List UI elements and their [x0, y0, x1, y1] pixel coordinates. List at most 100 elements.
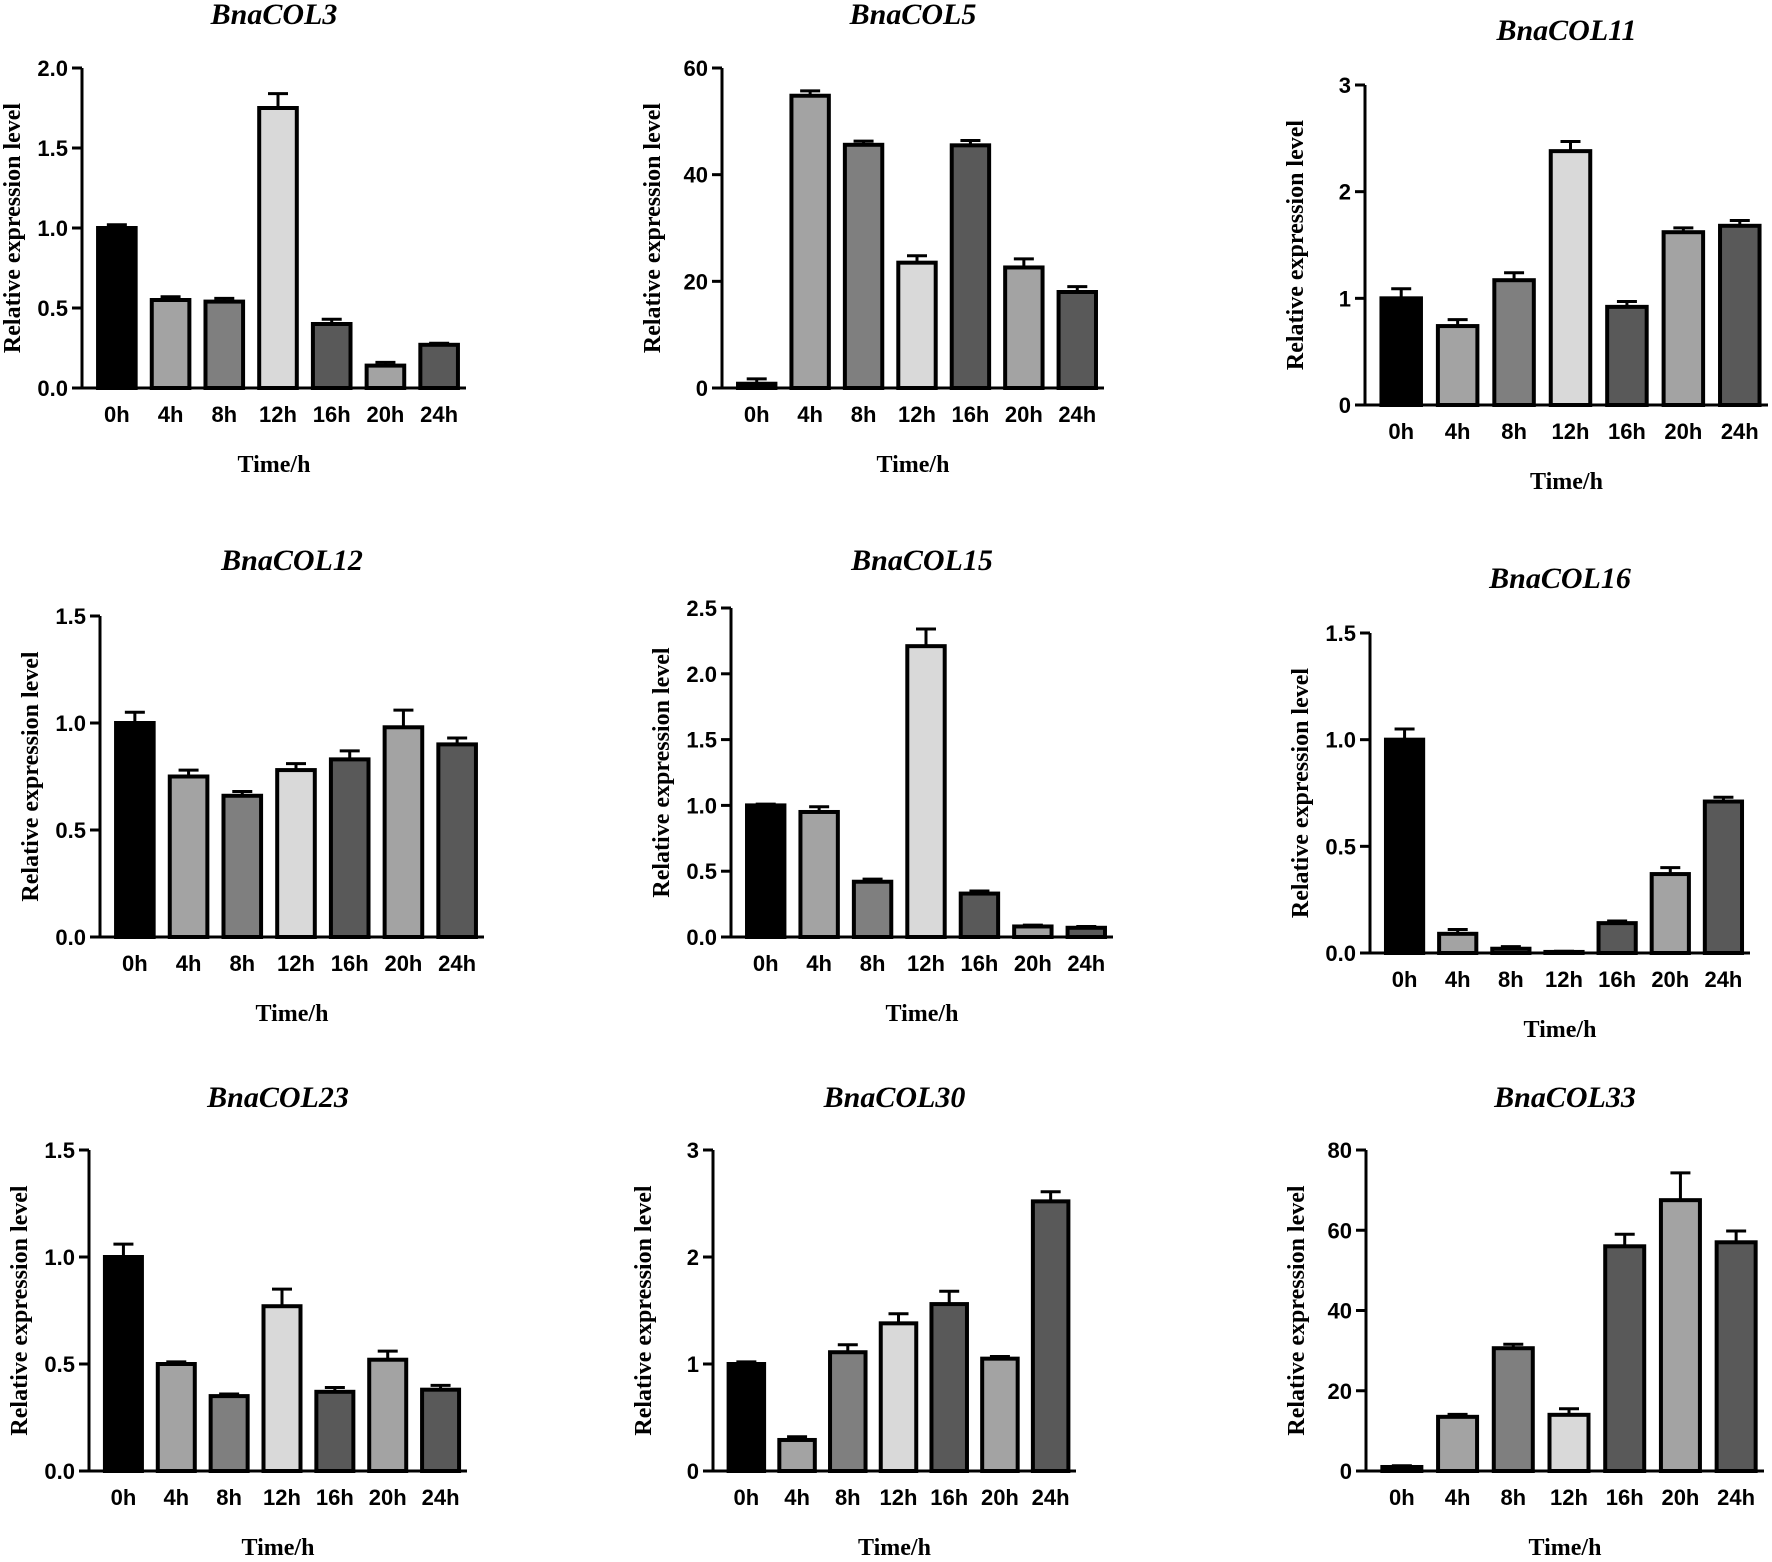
chart-panel-2: BnaCOL5 0h 4h 8h 12h 16h 20h 24h 0 20 40 60 Time/h Re… [640, 0, 1104, 478]
x-tick-label: 24h [422, 1485, 460, 1510]
bar-12h [1547, 1412, 1591, 1473]
error-bar-24h [447, 736, 468, 745]
x-tick-label: 4h [163, 1485, 189, 1510]
error-bar-16h [960, 139, 981, 146]
bar-24h [1714, 1240, 1758, 1473]
error-bar-0h [746, 377, 767, 384]
error-bar-24h [1040, 1190, 1061, 1202]
error-bar-12h [272, 1287, 292, 1307]
bar-24h [1056, 290, 1098, 390]
bar-8h [221, 793, 264, 940]
error-bar-16h [969, 889, 990, 894]
x-tick-label: 16h [313, 402, 351, 427]
y-tick-label: 0.0 [37, 376, 68, 401]
error-bar-12h [1559, 1407, 1579, 1415]
x-axis-title: Time/h [877, 452, 950, 478]
x-tick-label: 0h [104, 402, 130, 427]
y-tick-label: 60 [1328, 1218, 1352, 1243]
x-tick-label: 16h [316, 1485, 354, 1510]
bar-16h [1603, 1244, 1647, 1474]
chart-title: BnaCOL12 [220, 544, 363, 577]
error-bar-4h [178, 768, 199, 777]
y-tick-label: 2 [1339, 180, 1351, 205]
bar-8h [1491, 1346, 1535, 1474]
x-tick-label: 8h [851, 402, 877, 427]
bar-20h [1658, 1198, 1702, 1473]
x-tick-label: 0h [1389, 1485, 1415, 1510]
x-tick-label: 0h [1388, 419, 1414, 444]
x-tick-label: 8h [835, 1485, 861, 1510]
error-bar-8h [214, 296, 235, 302]
x-tick-label: 24h [1721, 419, 1759, 444]
error-bar-24h [1726, 1229, 1747, 1243]
y-tick-label: 1.5 [1325, 621, 1356, 646]
x-axis-title: Time/h [238, 452, 311, 478]
x-tick-label: 0h [734, 1485, 760, 1510]
x-tick-label: 8h [860, 951, 886, 976]
error-bar-8h [853, 139, 874, 145]
bar-4h [1436, 1414, 1480, 1474]
bar-4h [798, 809, 840, 939]
x-tick-label: 0h [744, 402, 770, 427]
bar-16h [314, 1389, 356, 1473]
bar-16h [949, 143, 992, 390]
bar-20h [364, 363, 407, 391]
y-tick-label: 0.5 [686, 859, 717, 884]
x-tick-label: 16h [960, 951, 998, 976]
bar-0h [102, 1255, 144, 1473]
error-bar-8h [232, 789, 253, 796]
y-tick-label: 0 [1339, 393, 1351, 418]
error-bar-20h [989, 1355, 1010, 1359]
error-bar-4h [809, 805, 830, 812]
y-tick-label: 2.0 [37, 56, 68, 81]
error-bar-0h [106, 223, 127, 228]
bar-12h [905, 644, 947, 939]
error-bar-24h [1076, 924, 1097, 928]
x-axis-title: Time/h [858, 1535, 931, 1561]
error-bar-16h [324, 1386, 345, 1392]
x-tick-label: 12h [898, 402, 936, 427]
y-tick-label: 0.5 [55, 818, 86, 843]
x-tick-label: 16h [1606, 1485, 1644, 1510]
bar-8h [851, 879, 894, 940]
x-tick-label: 20h [1014, 951, 1052, 976]
error-bar-4h [1447, 928, 1468, 934]
bar-24h [1030, 1199, 1071, 1473]
bar-24h [1702, 799, 1745, 955]
error-bar-8h [837, 1343, 858, 1353]
x-tick-label: 4h [1445, 1485, 1471, 1510]
y-tick-label: 0 [696, 376, 708, 401]
bar-0h [114, 721, 156, 939]
y-tick-label: 1.5 [686, 728, 717, 753]
error-bar-12h [907, 254, 927, 263]
error-bar-20h [1670, 1171, 1691, 1201]
x-tick-label: 4h [1445, 419, 1471, 444]
x-tick-label: 24h [420, 402, 458, 427]
x-tick-label: 4h [1445, 967, 1471, 992]
y-tick-label: 20 [1328, 1379, 1352, 1404]
chart-panel-7: BnaCOL23 0h 4h 8h 12h 16h 20h 24h 0.0 0.5 1.0 1.5 Ti… [7, 1081, 467, 1561]
error-bar-12h [916, 627, 936, 647]
x-tick-label: 8h [1501, 419, 1527, 444]
x-tick-label: 12h [1550, 1485, 1588, 1510]
x-axis-title: Time/h [242, 1535, 315, 1561]
y-axis-title: Relative expression level [1288, 668, 1314, 919]
error-bar-20h [393, 708, 414, 728]
bar-4h [777, 1437, 817, 1473]
bar-20h [980, 1356, 1020, 1474]
error-bar-20h [1660, 866, 1681, 875]
error-bar-4h [166, 1360, 187, 1364]
chart-panel-1: BnaCOL3 0h 4h 8h 12h 16h 20h 24h 0.0 0.5 1.0 1.5 2.0… [0, 0, 466, 478]
y-tick-label: 2 [687, 1245, 699, 1270]
error-bar-0h [1394, 727, 1415, 740]
error-bar-0h [736, 1360, 757, 1364]
bar-20h [1003, 265, 1045, 391]
chart-panel-8: BnaCOL30 0h 4h 8h 12h 16h 20h 24h 0 1 2 3 Time/h Rela… [631, 1081, 1076, 1561]
y-tick-label: 1 [1339, 286, 1351, 311]
y-tick-label: 1 [687, 1352, 699, 1377]
chart-title: BnaCOL15 [850, 544, 993, 577]
error-bar-8h [1500, 945, 1521, 949]
axes [1368, 633, 1750, 955]
error-bar-16h [321, 317, 342, 324]
x-tick-label: 0h [122, 951, 148, 976]
